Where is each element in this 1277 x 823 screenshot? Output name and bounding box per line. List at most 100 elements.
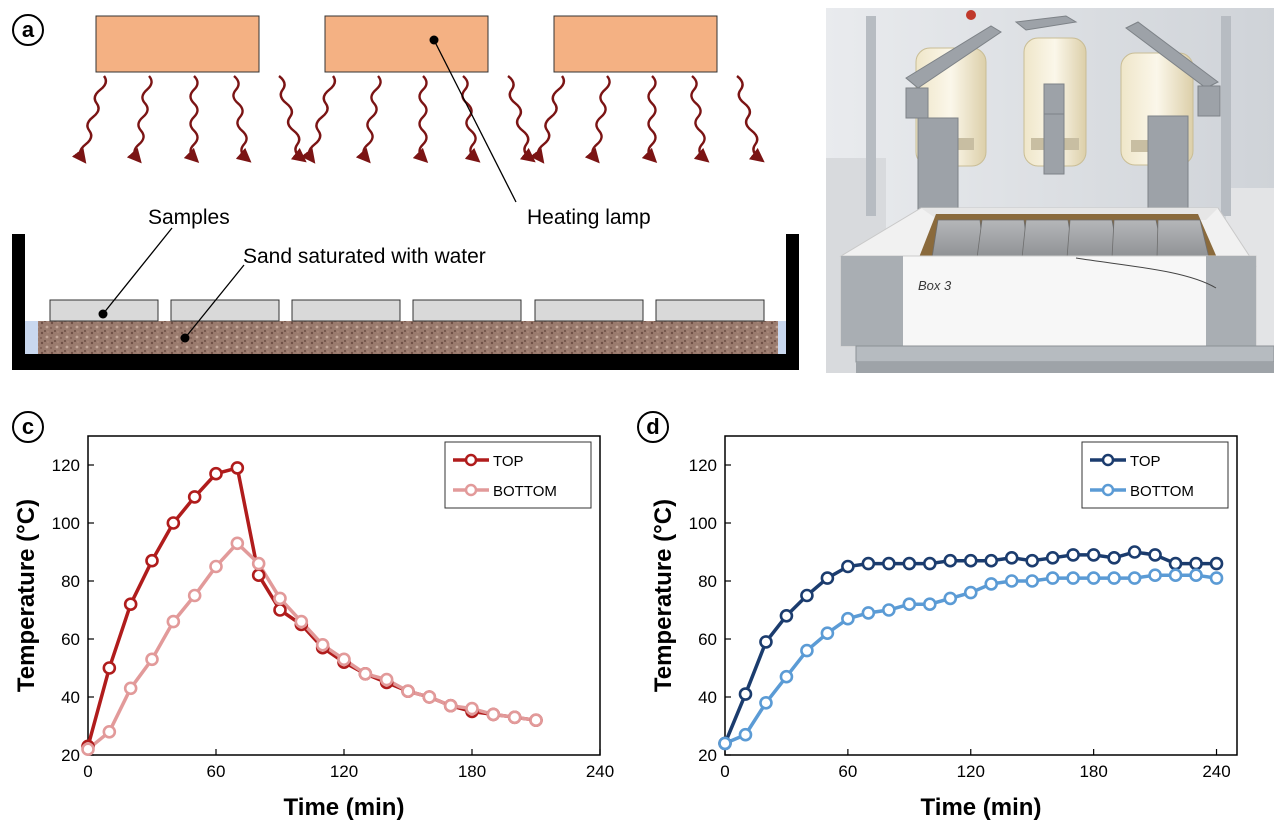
heat-wave-arrow bbox=[355, 75, 382, 164]
sand-label: Sand saturated with water bbox=[243, 245, 486, 268]
data-point-top bbox=[251, 568, 266, 582]
data-point-top bbox=[820, 571, 835, 585]
plot-frame bbox=[724, 435, 1238, 756]
data-point-top bbox=[1025, 553, 1040, 568]
sand-pointer-dot bbox=[180, 333, 190, 343]
data-point-bottom bbox=[984, 577, 999, 591]
panel-label-d: d bbox=[637, 411, 669, 443]
legend bbox=[444, 441, 592, 509]
y-axis-label: Temperature (°C) bbox=[650, 499, 677, 692]
data-point-bottom bbox=[1086, 571, 1101, 585]
data-point-top bbox=[759, 635, 773, 649]
legend-label: BOTTOM bbox=[493, 483, 557, 500]
data-point-bottom bbox=[718, 736, 732, 751]
y-tick-label: 120 bbox=[689, 456, 717, 475]
heat-wave-arrow bbox=[641, 75, 658, 164]
x-tick-label: 60 bbox=[207, 762, 226, 781]
data-point-top bbox=[230, 461, 245, 475]
chart-d: 20 40 60 80 100 120 0 60 120 180 240 Time (min) Temp… bbox=[650, 435, 1238, 821]
sample-slab bbox=[655, 299, 765, 322]
data-point-top bbox=[738, 687, 753, 701]
legend-label: BOTTOM bbox=[1130, 483, 1194, 500]
data-point-top bbox=[123, 597, 138, 611]
data-point-bottom bbox=[81, 742, 95, 757]
heat-wave-arrow bbox=[71, 75, 108, 164]
data-point-bottom bbox=[379, 672, 394, 687]
y-tick-label: 20 bbox=[698, 746, 717, 765]
data-point-top bbox=[902, 556, 917, 571]
data-point-top bbox=[1127, 545, 1142, 559]
series-line-top bbox=[723, 550, 1217, 745]
x-tick-label: 180 bbox=[1079, 762, 1107, 781]
data-point-bottom bbox=[738, 727, 753, 742]
heat-wave-arrow bbox=[690, 75, 710, 163]
legend-marker bbox=[1101, 453, 1115, 467]
data-point-top bbox=[963, 553, 978, 568]
data-point-bottom bbox=[187, 588, 202, 603]
panel-label-c: c bbox=[12, 411, 44, 443]
y-tick-label: 60 bbox=[698, 630, 717, 649]
legend-marker bbox=[464, 483, 478, 497]
y-tick-label: 20 bbox=[61, 746, 80, 765]
data-point-top bbox=[779, 609, 794, 623]
heat-wave-arrow bbox=[461, 75, 481, 163]
data-point-bottom bbox=[401, 684, 415, 699]
data-point-bottom bbox=[861, 606, 876, 620]
data-point-bottom bbox=[1045, 571, 1060, 585]
heat-wave-arrow bbox=[183, 75, 200, 164]
schematic-diagram: Samples Sand saturated with water Heatin… bbox=[12, 15, 799, 370]
apparatus-photo: Box 3 bbox=[826, 8, 1274, 373]
data-point-bottom bbox=[882, 603, 896, 617]
data-point-bottom bbox=[922, 597, 937, 611]
legend-label: TOP bbox=[1130, 453, 1161, 470]
heating-lamp bbox=[95, 15, 260, 73]
data-point-top bbox=[273, 603, 287, 617]
data-point-top bbox=[800, 588, 814, 603]
chart-c: 20 40 60 80 100 120 0 60 120 180 240 Time (min) Temp… bbox=[13, 435, 614, 821]
x-tick-label: 240 bbox=[1202, 762, 1230, 781]
legend-marker bbox=[464, 453, 478, 467]
heat-wave-arrow bbox=[736, 75, 765, 163]
data-point-bottom bbox=[294, 614, 309, 629]
data-point-bottom bbox=[1127, 571, 1142, 585]
data-point-bottom bbox=[251, 556, 266, 571]
legend-marker bbox=[1101, 483, 1115, 497]
data-point-bottom bbox=[902, 597, 917, 611]
data-point-top bbox=[166, 516, 181, 530]
data-point-top bbox=[145, 553, 159, 568]
x-tick-label: 120 bbox=[330, 762, 358, 781]
data-point-bottom bbox=[963, 585, 978, 600]
data-point-bottom bbox=[1168, 568, 1183, 582]
data-point-bottom bbox=[1066, 571, 1080, 585]
data-point-bottom bbox=[1148, 568, 1162, 582]
y-tick-label: 40 bbox=[61, 688, 80, 707]
data-point-bottom bbox=[145, 652, 159, 667]
heat-wave-arrow bbox=[126, 75, 153, 164]
heat-wave-arrow bbox=[412, 75, 429, 164]
sand-layer bbox=[38, 321, 778, 354]
data-point-bottom bbox=[800, 643, 814, 658]
y-axis-label: Temperature (°C) bbox=[13, 499, 40, 692]
data-point-top bbox=[1086, 548, 1101, 562]
heat-wave-arrow bbox=[584, 75, 611, 164]
data-point-bottom bbox=[1004, 574, 1019, 588]
y-tick-label: 80 bbox=[61, 572, 80, 591]
data-point-bottom bbox=[123, 681, 138, 696]
data-point-bottom bbox=[820, 626, 835, 640]
data-point-bottom bbox=[1107, 571, 1121, 585]
test-box bbox=[12, 234, 799, 370]
x-tick-label: 0 bbox=[720, 762, 729, 781]
panel-label-a: a bbox=[12, 14, 44, 46]
data-point-bottom bbox=[507, 710, 522, 725]
data-point-top bbox=[922, 556, 937, 571]
x-tick-label: 0 bbox=[83, 762, 92, 781]
data-point-top bbox=[1189, 556, 1203, 571]
series-line-bottom bbox=[86, 540, 537, 751]
samples-label: Samples bbox=[148, 206, 230, 229]
data-point-top bbox=[187, 490, 202, 504]
legend bbox=[1081, 441, 1229, 509]
data-point-top bbox=[1209, 556, 1224, 571]
y-tick-label: 80 bbox=[698, 572, 717, 591]
heating-lamp-label: Heating lamp bbox=[527, 206, 651, 229]
data-point-bottom bbox=[358, 666, 373, 681]
